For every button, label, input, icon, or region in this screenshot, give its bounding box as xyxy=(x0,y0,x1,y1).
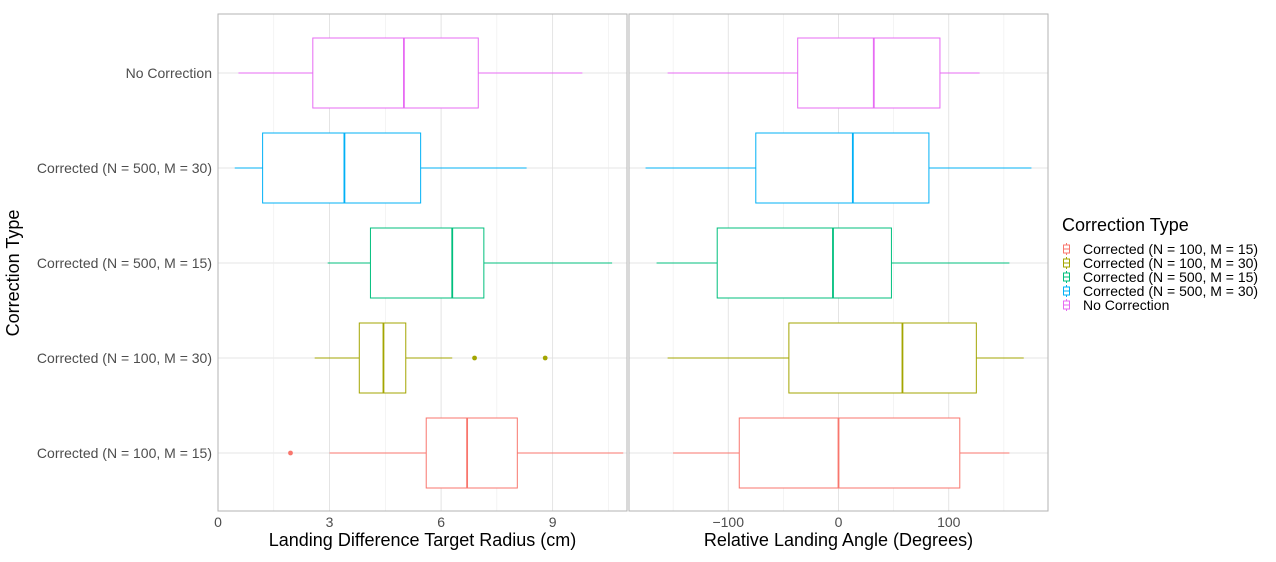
y-tick-labels: Corrected (N = 100, M = 15) Corrected (N … xyxy=(37,65,212,461)
y-tick-label: Corrected (N = 100, M = 15) xyxy=(37,445,212,461)
legend-key xyxy=(1063,243,1070,255)
box-1 xyxy=(673,417,1010,489)
panel-border xyxy=(628,13,1049,512)
outlier-point xyxy=(288,450,293,456)
legend-entry-label: Corrected (N = 500, M = 15) xyxy=(1083,269,1258,285)
x-tick-label: 3 xyxy=(326,514,334,530)
y-tick-label: Corrected (N = 100, M = 30) xyxy=(37,350,212,366)
box-4 xyxy=(645,132,1032,204)
legend: Correction Type Corrected (N = 100, M = … xyxy=(1062,215,1258,313)
box-5 xyxy=(238,37,583,109)
box-iqr xyxy=(738,417,961,489)
box-4 xyxy=(234,132,527,204)
outlier-point xyxy=(472,355,477,361)
box-iqr xyxy=(788,322,977,394)
legend-entry-label: Corrected (N = 100, M = 30) xyxy=(1083,255,1258,271)
x-tick-label: −100 xyxy=(712,514,744,530)
box-3 xyxy=(327,227,613,299)
x-tick-label: 100 xyxy=(937,514,961,530)
box-iqr xyxy=(425,417,518,489)
x-tick-label: 0 xyxy=(214,514,222,530)
x-tick-label: 0 xyxy=(835,514,843,530)
x-axis-title: Relative Landing Angle (Degrees) xyxy=(704,530,973,550)
box-iqr xyxy=(358,322,407,394)
legend-entry-label: No Correction xyxy=(1083,297,1169,313)
box-3 xyxy=(656,227,1010,299)
y-axis-title: Correction Type xyxy=(3,210,23,337)
box-iqr xyxy=(262,132,422,204)
box-2 xyxy=(314,322,548,394)
box-iqr xyxy=(716,227,892,299)
x-axis-title: Landing Difference Target Radius (cm) xyxy=(269,530,577,550)
legend-key xyxy=(1063,299,1070,311)
legend-entry-label: Corrected (N = 100, M = 15) xyxy=(1083,241,1258,257)
box-iqr xyxy=(755,132,930,204)
legend-key xyxy=(1063,257,1070,269)
y-tick-label: Corrected (N = 500, M = 15) xyxy=(37,255,212,271)
box-2 xyxy=(667,322,1024,394)
legend-key xyxy=(1063,285,1070,297)
outlier-point xyxy=(542,355,548,361)
box-1 xyxy=(288,417,624,489)
x-tick-label: 6 xyxy=(437,514,445,530)
box-iqr xyxy=(312,37,479,109)
y-tick-label: Corrected (N = 500, M = 30) xyxy=(37,160,212,176)
box-iqr xyxy=(369,227,485,299)
box-5 xyxy=(667,37,980,109)
legend-title: Correction Type xyxy=(1062,215,1189,235)
y-tick-label: No Correction xyxy=(126,65,212,81)
panel-border xyxy=(217,13,628,512)
legend-key xyxy=(1063,271,1070,283)
legend-entry-label: Corrected (N = 500, M = 30) xyxy=(1083,283,1258,299)
x-tick-label: 9 xyxy=(549,514,557,530)
box-iqr xyxy=(797,37,941,109)
